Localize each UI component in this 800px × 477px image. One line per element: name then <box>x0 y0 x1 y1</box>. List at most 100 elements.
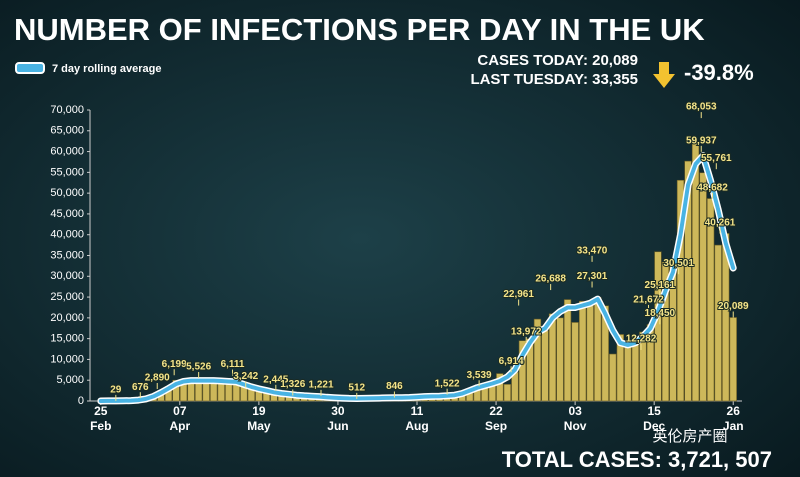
bar <box>684 160 692 402</box>
bar <box>691 141 700 402</box>
y-tick-label: 40,000 <box>50 229 84 241</box>
y-tick-label: 25,000 <box>50 291 84 303</box>
annotation-label: 3,242 <box>233 371 258 382</box>
annotation-label: 5,526 <box>186 362 211 373</box>
annotation-label: 6,111 <box>221 359 245 370</box>
annotation-label: 21,672 <box>633 295 664 306</box>
annotation-label: 25,161 <box>645 280 676 291</box>
bar <box>706 198 715 402</box>
annotation-label: 1,522 <box>435 378 460 389</box>
x-tick-label: 15 <box>647 404 661 418</box>
cases-today: CASES TODAY: 20,089 <box>477 52 638 69</box>
x-tick-month: Aug <box>405 419 428 433</box>
annotation-label: 30,501 <box>663 258 694 269</box>
bar <box>232 377 240 402</box>
bar <box>631 336 640 402</box>
bar <box>601 305 609 402</box>
bar <box>624 344 632 402</box>
total-cases: TOTAL CASES: 3,721, 507 <box>502 447 772 472</box>
x-tick-label: 07 <box>173 404 187 418</box>
y-tick-label: 10,000 <box>50 353 84 365</box>
x-tick-label: 11 <box>411 404 424 418</box>
annotation-label: 27,301 <box>577 271 608 282</box>
bar <box>654 251 662 402</box>
annotation-label: 12,282 <box>626 334 657 345</box>
y-tick-label: 0 <box>78 395 84 407</box>
annotation-label: 48,682 <box>697 182 728 193</box>
annotation-label: 2,445 <box>263 374 288 385</box>
y-tick-label: 55,000 <box>50 166 84 178</box>
x-tick-month: Feb <box>90 419 111 433</box>
last-tuesday: LAST TUESDAY: 33,355 <box>470 71 638 88</box>
annotation-label: 6,199 <box>162 359 187 370</box>
x-tick-month: Jun <box>327 419 348 433</box>
bar <box>699 172 707 402</box>
y-tick-label: 60,000 <box>50 145 84 157</box>
x-tick-label: 03 <box>568 404 582 418</box>
bar <box>172 379 180 402</box>
y-tick-label: 65,000 <box>50 125 84 137</box>
bar <box>594 297 602 402</box>
bar <box>187 381 195 402</box>
x-tick-label: 22 <box>489 404 503 418</box>
down-arrow <box>653 62 675 88</box>
x-tick-month: Dec <box>643 419 665 433</box>
bar <box>586 305 594 402</box>
bar <box>503 384 512 402</box>
annotation-label: 846 <box>386 381 403 392</box>
x-tick-month: Jan <box>723 419 744 433</box>
bar <box>533 318 542 402</box>
y-tick-label: 20,000 <box>50 312 84 324</box>
bar <box>676 179 685 402</box>
bar <box>541 330 549 402</box>
rolling-average-line <box>98 153 736 403</box>
change-percent: -39.8% <box>684 60 754 85</box>
annotation-label: 55,761 <box>701 153 732 164</box>
bar <box>202 381 210 402</box>
watermark: 英伦房产圈 <box>652 427 727 445</box>
annotation-label: 20,089 <box>718 301 749 312</box>
bar <box>556 317 564 402</box>
bar <box>496 373 504 402</box>
x-tick-month: May <box>247 419 271 433</box>
annotation-label: 40,261 <box>705 217 736 228</box>
x-tick-month: Sep <box>485 419 507 433</box>
y-tick-label: 35,000 <box>50 249 84 261</box>
bar <box>714 244 722 402</box>
x-tick-label: 26 <box>727 404 741 418</box>
annotation-label: 22,961 <box>503 289 534 300</box>
bar <box>609 353 617 402</box>
bar <box>616 334 624 402</box>
y-tick-label: 70,000 <box>50 104 84 116</box>
annotation-label: 68,053 <box>686 102 717 113</box>
annotation-label: 26,688 <box>535 274 566 285</box>
x-tick-month: Apr <box>169 419 190 433</box>
annotation-label: 33,470 <box>577 246 608 257</box>
x-tick-label: 19 <box>252 404 266 418</box>
x-tick-label: 30 <box>331 404 345 418</box>
bar <box>578 300 587 402</box>
plot-area: 0 5,000 10,000 15,000 20,000 25,000 30,000 35,0… <box>50 101 750 433</box>
annotation-label: 676 <box>132 382 149 393</box>
annotation-label: 18,450 <box>645 308 676 319</box>
y-tick-label: 50,000 <box>50 187 84 199</box>
y-tick-label: 15,000 <box>50 333 84 345</box>
legend-label: 7 day rolling average <box>52 63 161 75</box>
annotation-label: 29 <box>110 385 122 396</box>
annotation-label: 6,914 <box>499 356 524 367</box>
bar <box>729 317 737 402</box>
annotation-label: 2,890 <box>145 373 170 384</box>
annotation-label: 59,937 <box>686 135 717 146</box>
bar <box>571 322 579 402</box>
annotation-label: 1,326 <box>280 379 305 390</box>
annotation-label: 3,539 <box>467 370 492 381</box>
bar <box>661 261 670 402</box>
y-tick-label: 45,000 <box>50 208 84 220</box>
bar <box>518 340 527 402</box>
annotation-label: 512 <box>348 383 365 394</box>
y-tick-label: 30,000 <box>50 270 84 282</box>
x-tick-label: 25 <box>94 404 108 418</box>
legend-swatch <box>15 62 45 74</box>
x-tick-month: Nov <box>564 419 587 433</box>
